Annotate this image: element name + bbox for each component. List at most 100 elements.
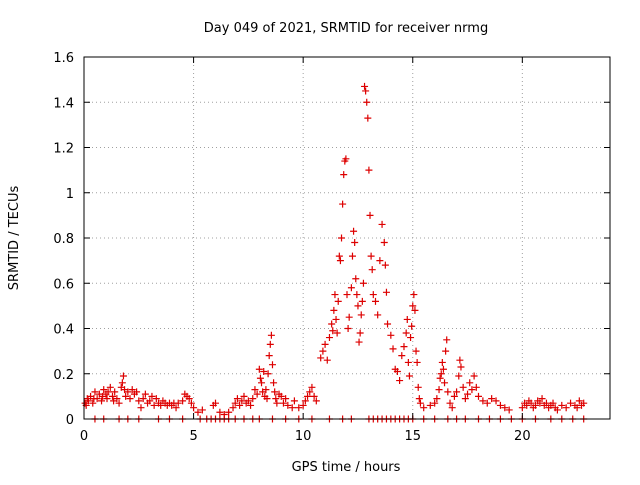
data-point [135, 397, 143, 405]
data-point [310, 392, 318, 400]
data-point [124, 388, 132, 396]
data-point [262, 386, 270, 394]
data-point [325, 334, 333, 342]
data-point [365, 166, 373, 174]
data-point [362, 87, 370, 95]
data-point [236, 401, 244, 409]
data-point [179, 397, 187, 405]
data-point [407, 334, 415, 342]
data-point [483, 399, 491, 407]
data-point [258, 379, 266, 387]
data-point [435, 386, 443, 394]
data-point [333, 329, 341, 337]
data-point [328, 320, 336, 328]
data-point [398, 352, 406, 360]
data-point [459, 383, 467, 391]
data-point [468, 386, 476, 394]
data-point [441, 379, 449, 387]
data-point [265, 352, 273, 360]
data-point [416, 399, 424, 407]
data-point [438, 358, 446, 366]
data-point [172, 404, 180, 412]
data-point [553, 406, 561, 414]
data-point [382, 288, 390, 296]
data-point [247, 401, 255, 409]
data-point [115, 399, 123, 407]
data-point [549, 399, 557, 407]
data-point [128, 386, 136, 394]
data-point [366, 211, 374, 219]
data-point [332, 315, 340, 323]
data-point [400, 343, 408, 351]
data-point [84, 397, 92, 405]
data-point [152, 395, 160, 403]
data-point [387, 331, 395, 339]
y-axis-label: SRMTID / TECUs [7, 186, 22, 291]
data-point [538, 395, 546, 403]
data-point [536, 399, 544, 407]
data-point [277, 392, 285, 400]
data-point [317, 354, 325, 362]
data-point [403, 315, 411, 323]
data-point [580, 399, 588, 407]
x-tick-label: 0 [80, 429, 88, 444]
data-point [122, 392, 130, 400]
data-point [323, 356, 331, 364]
y-tick-label: 0.6 [53, 277, 74, 292]
data-point [464, 390, 472, 398]
data-point [345, 313, 353, 321]
data-point [339, 200, 347, 208]
data-point [343, 291, 351, 299]
data-point [475, 392, 482, 400]
data-point [359, 279, 367, 287]
y-tick-label: 1.4 [53, 96, 74, 111]
data-point [505, 406, 513, 414]
x-tick-label: 20 [514, 429, 531, 444]
data-point [496, 401, 504, 409]
data-point [157, 401, 165, 409]
data-point [501, 404, 509, 412]
data-point [470, 372, 478, 380]
data-point [368, 266, 376, 274]
data-point [420, 404, 428, 412]
data-point [104, 388, 112, 396]
data-point [433, 395, 441, 403]
data-point [404, 358, 412, 366]
data-point [355, 338, 363, 346]
data-point [272, 395, 280, 403]
data-point [174, 399, 182, 407]
grid-layer [84, 57, 610, 419]
data-point [472, 383, 480, 391]
data-point [133, 388, 141, 396]
data-point [413, 358, 421, 366]
data-point [150, 401, 158, 409]
y-tick-label: 0 [66, 413, 74, 428]
data-point [299, 401, 307, 409]
data-point [93, 395, 101, 403]
y-tick-label: 1 [66, 187, 74, 202]
data-point [374, 311, 382, 319]
axes-layer: 0 0.2 0.4 0.6 0.8 1 1.2 1.4 1.6 0 5 10 15 20 [53, 51, 611, 444]
data-point [371, 297, 379, 305]
data-point [408, 322, 416, 330]
data-point [264, 370, 272, 378]
data-point [231, 399, 239, 407]
x-tick-label: 5 [189, 429, 197, 444]
data-point [185, 395, 193, 403]
chart-title: Day 049 of 2021, SRMTID for receiver nrm… [204, 21, 488, 36]
data-point [357, 311, 365, 319]
data-point [492, 397, 500, 405]
data-point [436, 374, 444, 382]
data-point [256, 374, 264, 382]
data-point [363, 98, 371, 106]
data-point [461, 395, 469, 403]
data-point [466, 379, 474, 387]
x-tick-label: 15 [404, 429, 421, 444]
data-point [367, 252, 375, 260]
data-point [290, 397, 298, 405]
data-point [253, 390, 261, 398]
data-point [271, 388, 279, 396]
data-point [338, 234, 346, 242]
y-tick-label: 0.4 [53, 323, 74, 338]
data-point [380, 239, 388, 247]
